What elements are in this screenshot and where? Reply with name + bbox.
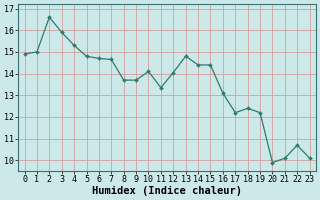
X-axis label: Humidex (Indice chaleur): Humidex (Indice chaleur): [92, 186, 242, 196]
